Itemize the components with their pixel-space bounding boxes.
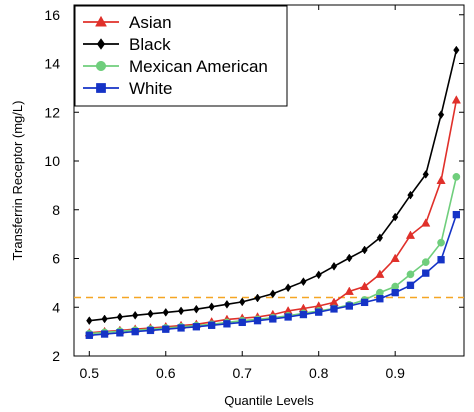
legend-box: [74, 5, 288, 107]
data-point: [360, 298, 369, 307]
data-point: [100, 330, 109, 338]
data-point: [422, 170, 429, 179]
data-point: [238, 318, 246, 327]
legend-label: Black: [129, 35, 171, 54]
legend-entry: White: [83, 79, 172, 98]
data-point: [315, 270, 322, 280]
data-point: [392, 212, 399, 222]
x-tick-label: 0.6: [156, 365, 176, 381]
y-tick-label: 8: [52, 202, 60, 218]
data-point: [177, 306, 185, 316]
data-point: [284, 313, 292, 321]
data-point: [192, 323, 201, 331]
data-point: [390, 253, 400, 262]
data-point: [116, 312, 123, 322]
data-point: [375, 269, 385, 278]
y-tick-label: 16: [44, 7, 60, 23]
data-point: [300, 277, 307, 287]
data-point: [269, 315, 277, 323]
data-point: [147, 309, 154, 319]
data-point: [406, 270, 415, 279]
data-point: [361, 245, 368, 255]
x-tick-label: 0.9: [385, 365, 405, 381]
series-white: [85, 210, 461, 339]
data-point: [407, 190, 414, 200]
data-point: [451, 95, 461, 104]
legend-label: Mexican American: [129, 57, 268, 76]
data-point: [422, 269, 430, 277]
data-point: [437, 256, 445, 264]
series-lines: [84, 45, 461, 339]
data-point: [406, 281, 415, 289]
data-point: [330, 305, 338, 313]
legend-label: Asian: [129, 13, 172, 32]
data-point: [315, 308, 323, 316]
data-point: [223, 320, 231, 328]
series-black: [86, 45, 460, 326]
data-point: [346, 253, 353, 263]
y-tick-label: 10: [44, 153, 60, 169]
data-point: [101, 314, 108, 324]
data-point: [299, 310, 308, 319]
data-point: [452, 172, 461, 181]
legend: Asian Black Mexican American White: [74, 5, 288, 107]
legend-marker: [95, 60, 107, 72]
data-point: [254, 293, 261, 303]
data-point: [162, 325, 170, 333]
data-point: [223, 299, 231, 309]
x-tick-label: 0.7: [233, 365, 253, 381]
data-point: [131, 327, 139, 336]
data-point: [452, 210, 461, 219]
data-point: [177, 324, 185, 332]
data-point: [146, 326, 155, 335]
legend-entry: Black: [83, 35, 171, 54]
y-axis-label: Transferrin Receptor (mg/L): [10, 101, 25, 261]
y-tick-label: 6: [52, 251, 60, 267]
data-point: [85, 331, 93, 339]
data-point: [132, 310, 139, 320]
legend-entry: Mexican American: [83, 57, 268, 76]
data-point: [239, 297, 246, 307]
data-point: [376, 295, 384, 303]
y-tick-label: 2: [52, 348, 60, 364]
data-point: [359, 281, 370, 291]
data-point: [421, 258, 430, 267]
x-axis-label: Quantile Levels: [224, 393, 314, 408]
data-point: [345, 302, 353, 310]
legend-marker: [95, 15, 107, 27]
data-point: [193, 304, 200, 314]
data-point: [162, 307, 169, 317]
data-point: [208, 302, 215, 312]
axis-ticks: 0.5 0.6 0.7 0.8 0.9 2 4 6 8 10 12 14 16: [44, 5, 464, 381]
data-point: [344, 286, 354, 295]
data-point: [437, 238, 445, 247]
data-point: [376, 233, 383, 243]
y-tick-label: 12: [44, 104, 60, 120]
legend-entry: Asian: [83, 13, 172, 32]
data-point: [391, 288, 399, 297]
legend-marker: [96, 38, 106, 50]
y-tick-label: 4: [52, 299, 60, 315]
y-tick-label: 14: [44, 56, 60, 72]
x-tick-label: 0.8: [309, 365, 329, 381]
data-point: [330, 261, 338, 271]
data-point: [436, 175, 446, 184]
legend-marker: [96, 83, 106, 93]
data-point: [86, 316, 93, 326]
data-point: [269, 289, 276, 299]
x-tick-label: 0.5: [80, 365, 100, 381]
data-point: [207, 321, 216, 329]
data-point: [421, 218, 431, 227]
data-point: [405, 230, 416, 239]
data-point: [285, 283, 292, 293]
data-point: [116, 329, 124, 337]
legend-label: White: [129, 79, 172, 98]
data-point: [253, 317, 262, 325]
data-point: [437, 110, 445, 120]
data-point: [453, 45, 460, 55]
